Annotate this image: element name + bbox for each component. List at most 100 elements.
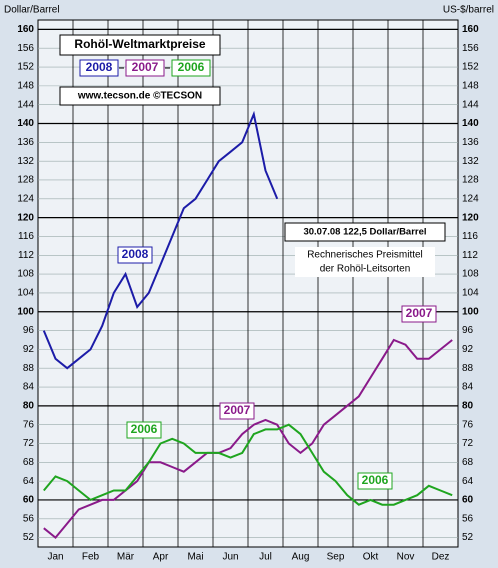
y2-tick-label: 124 [462,193,479,204]
legend: 2008 2007 2006 [79,59,211,77]
series-line [43,423,453,506]
source-box [59,86,221,106]
series-tag-box [401,305,437,323]
x-tick-label: Jul [259,552,272,563]
series-line [43,338,453,539]
y2-tick-label: 68 [462,457,474,468]
y-tick-label: 52 [23,532,35,543]
x-tick-label: Mär [117,552,135,563]
subtitle-line: der Rohöl-Leitsorten [320,264,411,275]
subtitle-line: Rechnerisches Preismittel [307,250,423,261]
legend-label: 2008 [86,60,113,74]
y2-tick-label: 112 [462,250,478,261]
y2-tick-label: 156 [462,43,479,54]
y-tick-label: 136 [17,137,34,148]
y2-tick-label: 96 [462,325,474,336]
y-tick-label: 92 [23,344,35,355]
y-axis-label: Dollar/Barrel [4,5,60,16]
y2-tick-label: 144 [462,99,479,110]
y2-tick-label: 60 [462,495,474,506]
y-tick-label: 76 [23,419,35,430]
note-box [284,222,446,242]
y-tick-label: 132 [17,156,34,167]
legend-box [125,59,165,77]
y-tick-label: 88 [23,363,35,374]
y-tick-label: 140 [17,118,34,129]
x-tick-label: Apr [153,552,169,563]
series-tag-box [126,421,162,439]
y2-tick-label: 56 [462,513,474,524]
series-line [42,110,279,370]
title-box [59,34,221,56]
subtitle-box [295,247,435,277]
series-tag: 2007 [224,403,251,417]
y2-tick-label: 64 [462,476,474,487]
x-tick-label: Dez [432,552,450,563]
x-tick-label: Jan [47,552,63,563]
legend-label: 2007 [132,60,159,74]
x-tick-label: Okt [363,552,379,563]
y2-tick-label: 52 [462,532,474,543]
series-tag: 2007 [406,306,433,320]
x-tick-label: Aug [292,552,310,563]
y-tick-label: 84 [23,382,35,393]
y-tick-label: 96 [23,325,35,336]
y2-tick-label: 132 [462,156,479,167]
y-tick-label: 156 [17,43,34,54]
y-tick-label: 64 [23,476,35,487]
series-tag: 2008 [122,247,149,261]
y2-tick-label: 76 [462,419,474,430]
y-tick-label: 104 [17,288,34,299]
y2-tick-label: 88 [462,363,474,374]
y2-tick-label: 160 [462,24,479,35]
latest-note: 30.07.08 122,5 Dollar/Barrel [303,227,426,238]
x-tick-label: Feb [82,552,100,563]
y-tick-label: 108 [17,269,34,280]
y-tick-label: 68 [23,457,35,468]
y-tick-label: 60 [23,495,35,506]
x-tick-label: Nov [397,552,415,563]
legend-box [171,59,211,77]
y-tick-label: 100 [17,306,34,317]
x-tick-label: Jun [222,552,238,563]
x-tick-label: Mai [187,552,203,563]
y2-tick-label: 104 [462,288,479,299]
y2-tick-label: 116 [462,231,478,242]
series-tag-box [357,472,393,490]
y-tick-label: 72 [23,438,35,449]
y2-axis-label: US-$/barrel [443,5,494,16]
y2-tick-label: 152 [462,62,479,73]
series-tag: 2006 [362,473,389,487]
series-tag: 2006 [131,422,158,436]
grid [38,20,458,547]
y-tick-label: 116 [18,231,34,242]
y-tick-label: 128 [17,175,34,186]
y2-tick-label: 120 [462,212,479,223]
y-tick-label: 144 [17,99,34,110]
y-tick-label: 152 [17,62,34,73]
legend-box [79,59,119,77]
y-tick-label: 80 [23,400,35,411]
x-tick-label: Sep [327,552,345,563]
y-tick-label: 56 [23,513,35,524]
y-tick-label: 160 [17,24,34,35]
series-tag-box [117,246,153,264]
source: www.tecson.de ©TECSON [77,91,202,102]
y2-tick-label: 140 [462,118,479,129]
y-tick-label: 124 [17,193,34,204]
chart-title: Rohöl-Weltmarktpreise [74,37,205,51]
series-tag-box [219,402,255,420]
y-tick-label: 112 [18,250,34,261]
y2-tick-label: 100 [462,306,479,317]
y-tick-label: 148 [17,81,34,92]
y2-tick-label: 128 [462,175,479,186]
y2-tick-label: 84 [462,382,474,393]
legend-label: 2006 [178,60,205,74]
y2-tick-label: 108 [462,269,479,280]
y2-tick-label: 72 [462,438,474,449]
lines [42,110,453,539]
y2-tick-label: 92 [462,344,474,355]
y2-tick-label: 136 [462,137,479,148]
